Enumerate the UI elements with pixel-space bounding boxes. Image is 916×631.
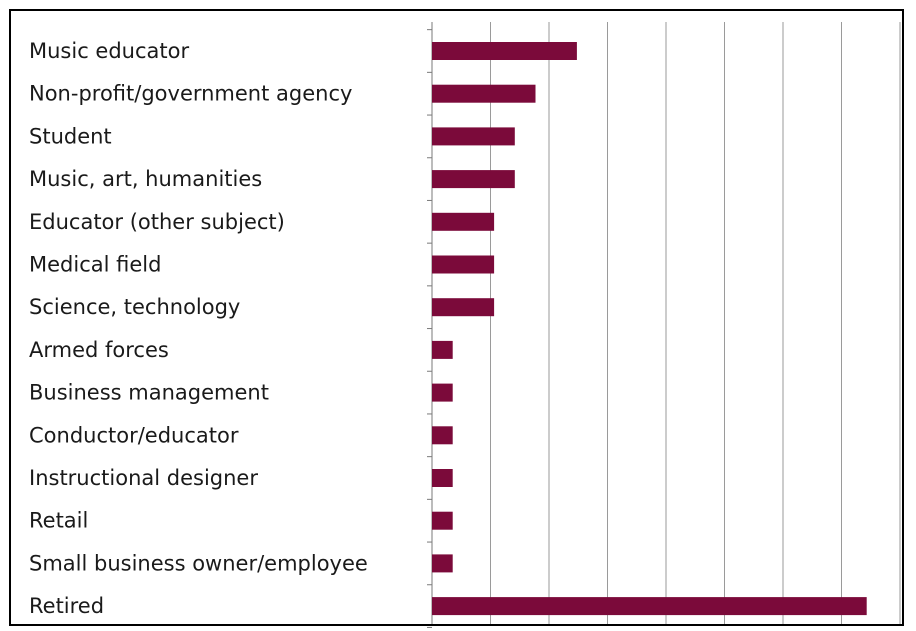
- bar: [432, 42, 577, 60]
- category-label: Small business owner/employee: [29, 551, 368, 575]
- category-label: Medical field: [29, 253, 161, 277]
- category-label: Business management: [29, 381, 269, 405]
- bar: [432, 469, 453, 487]
- label-layer: Music educator Non-profit/government agen…: [29, 39, 368, 618]
- bar: [432, 554, 453, 573]
- category-label: Educator (other subject): [29, 210, 285, 234]
- bar: [432, 84, 536, 103]
- category-label: Armed forces: [29, 338, 169, 362]
- category-label: Retired: [29, 594, 104, 618]
- category-label: Conductor/educator: [29, 423, 239, 447]
- category-label: Music, art, humanities: [29, 167, 262, 191]
- bar: [432, 597, 867, 616]
- bar: [432, 127, 515, 146]
- bar: [432, 298, 495, 317]
- grid-layer: [427, 22, 901, 628]
- category-label: Non-profit/government agency: [29, 82, 352, 106]
- bar: [432, 383, 453, 402]
- bar: [432, 340, 453, 359]
- category-label: Music educator: [29, 39, 189, 63]
- category-label: Instructional designer: [29, 466, 258, 490]
- bar: [432, 511, 453, 530]
- bar-layer: [432, 42, 867, 616]
- category-label: Retail: [29, 509, 88, 533]
- category-label: Student: [29, 124, 112, 148]
- bar: [432, 170, 515, 189]
- bar: [432, 426, 453, 445]
- category-label: Science, technology: [29, 295, 240, 319]
- bar: [432, 212, 495, 231]
- bar: [432, 255, 495, 274]
- chart-frame: [9, 9, 904, 626]
